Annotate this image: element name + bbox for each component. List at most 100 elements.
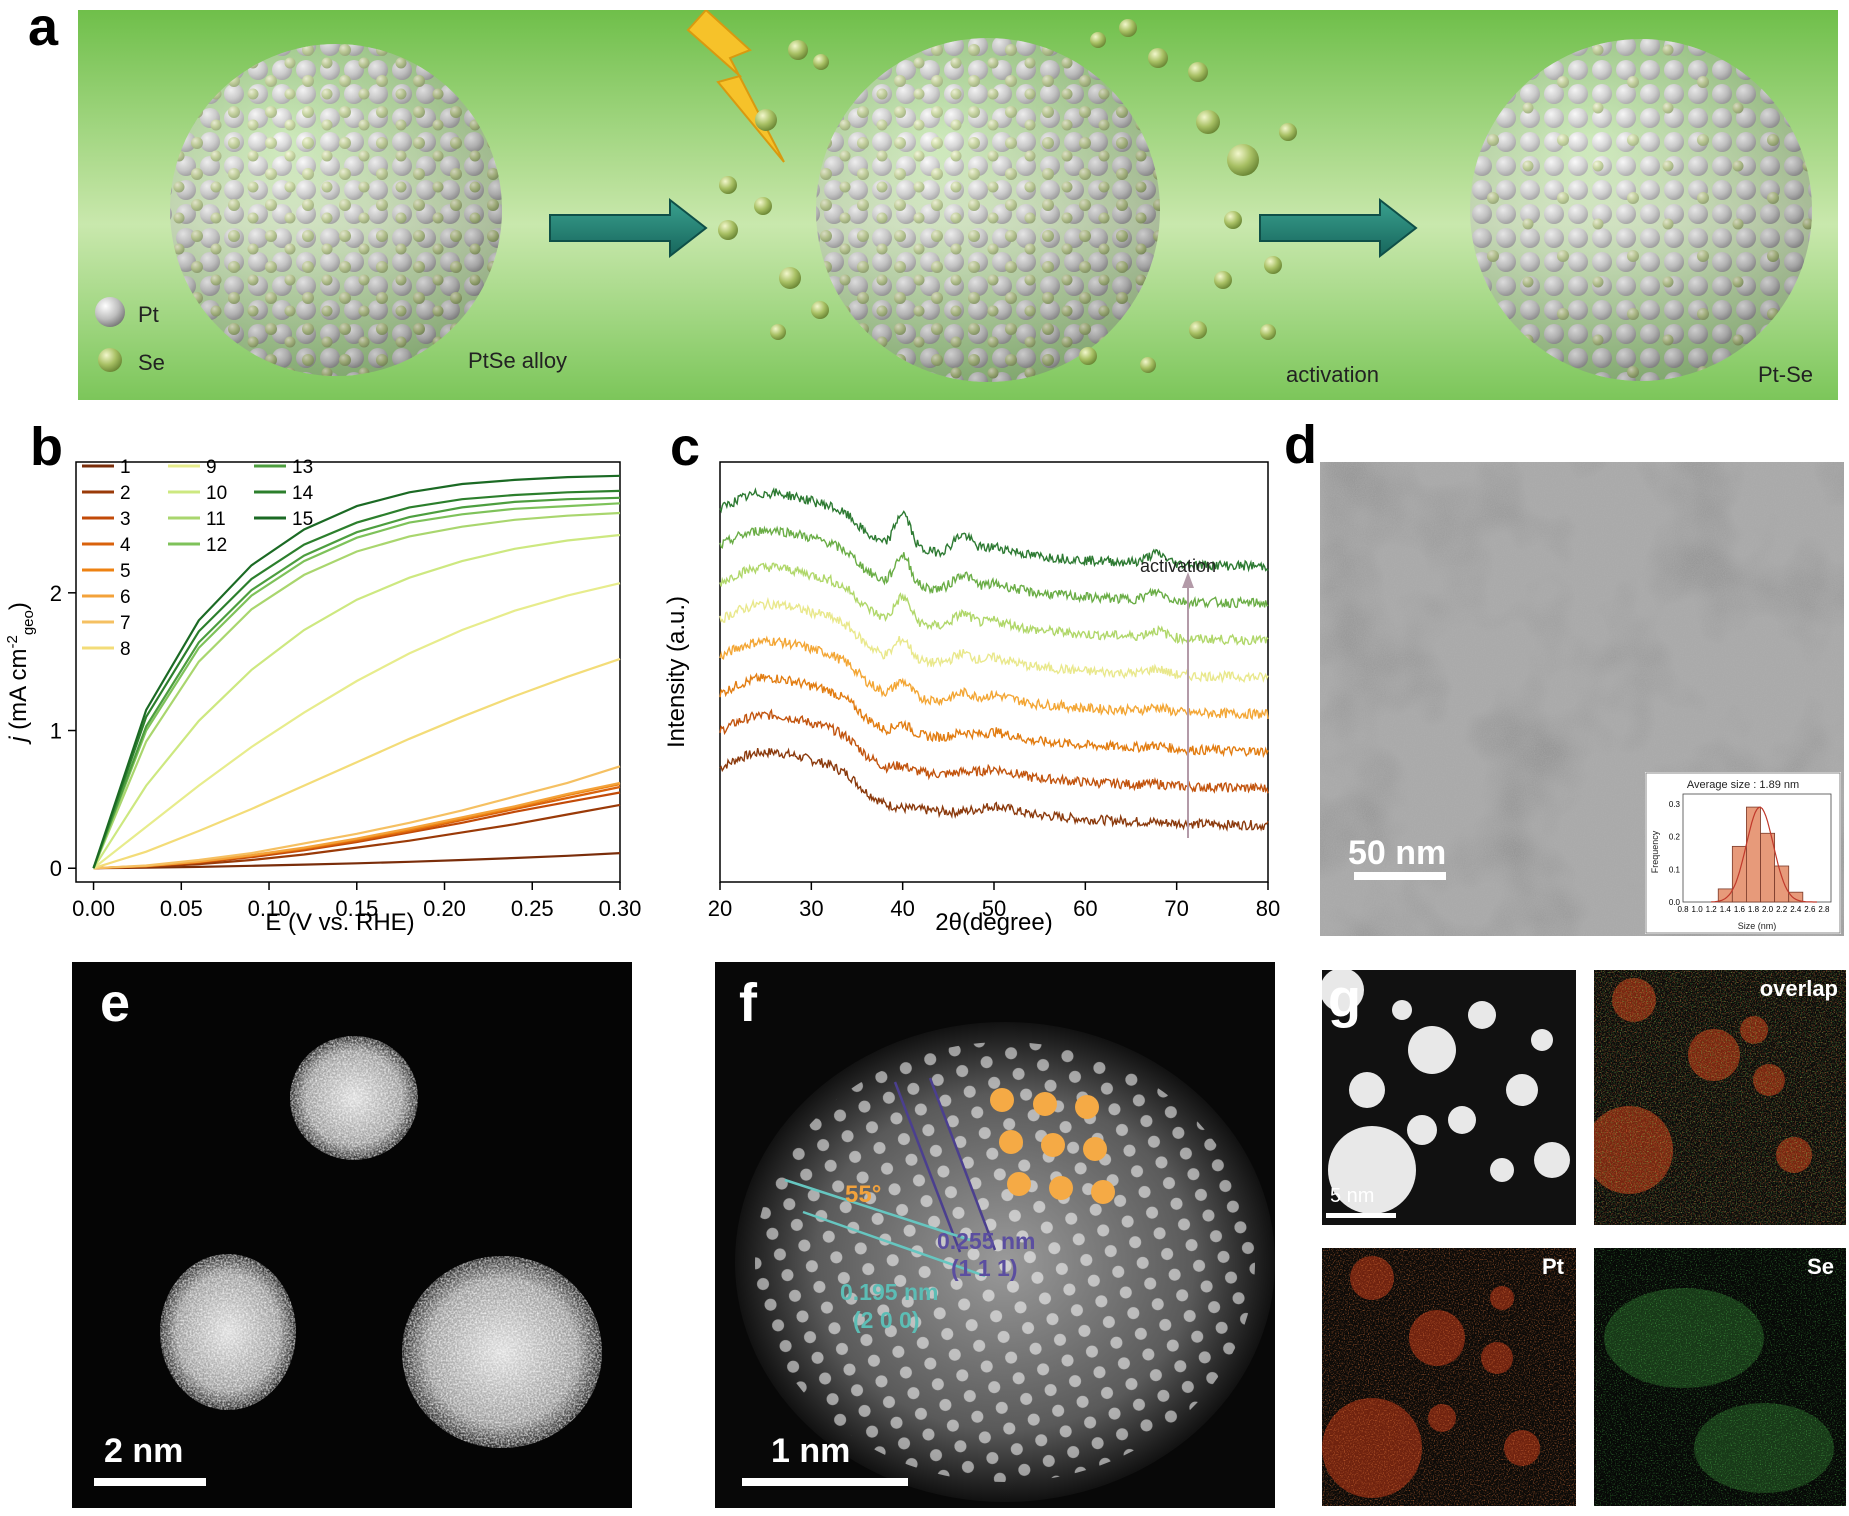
legend-label: 14 (292, 483, 314, 504)
activation-label: activation (1286, 362, 1379, 387)
x-tick-label: 40 (890, 896, 914, 921)
atom-model-dots (990, 1088, 1115, 1204)
xrd-trace-3 (719, 672, 1269, 759)
scalebar-f (742, 1478, 908, 1486)
lattice-line (893, 1081, 962, 1253)
series-line-11 (92, 511, 621, 869)
panel-g-letter: g (1328, 970, 1361, 1029)
scalebar-g-label: 5 nm (1330, 1185, 1375, 1207)
activation-arrow-head (1182, 572, 1194, 588)
series-line-15 (92, 474, 621, 869)
scalebar-g (1326, 1213, 1396, 1218)
series-line-7 (93, 765, 621, 870)
panel-f-letter: f (739, 973, 757, 1033)
series-line-6 (93, 781, 621, 870)
legend-label: 3 (120, 509, 131, 530)
x-axis-label: E (V vs. RHE) (265, 909, 414, 936)
x-tick-label: 2.6 (1804, 905, 1816, 914)
histogram-bar (1717, 888, 1733, 903)
x-tick-label: 1.4 (1720, 905, 1732, 914)
scalebar-d (1354, 872, 1446, 880)
panel-g-pt-map: Pt (1322, 1248, 1576, 1506)
y-tick-label: 0.3 (1669, 800, 1681, 809)
y-axis-label: j (mA cm-2geo) (4, 602, 37, 745)
pt-map-label: Pt (1542, 1254, 1564, 1279)
scalebar-d-label: 50 nm (1348, 834, 1447, 872)
pt-se-sphere (1470, 39, 1812, 381)
histogram-bar (1746, 806, 1761, 903)
x-tick-label: 0.30 (599, 896, 642, 921)
ptse-alloy-sphere (170, 44, 502, 376)
xrd-trace-2 (719, 708, 1269, 794)
panel-f-haadf-image: 55° 0.255 nm (1 1 1) 0.195 nm (2 0 0) f … (715, 962, 1275, 1508)
panel-g-overlap-map: overlap (1594, 970, 1846, 1225)
panel-c-chart: 20 30 40 50 60 70 80 activation 2θ(degree) Int… (663, 461, 1280, 936)
x-tick-label: 60 (1073, 896, 1097, 921)
lattice-line (802, 1210, 986, 1278)
angle-label: 55° (845, 1181, 881, 1208)
arrow-1 (549, 197, 708, 259)
se-legend-atom (98, 348, 122, 372)
x-tick-label: 1.8 (1748, 905, 1760, 914)
panel-d-tem-image: 50 nm Average size : 1.89 nm Frequency S… (1320, 462, 1844, 936)
legend-label: 7 (120, 613, 131, 634)
legend-label: 4 (120, 535, 131, 556)
x-tick-label: 0.05 (160, 896, 203, 921)
xrd-trace-5 (719, 596, 1269, 684)
pt-legend-label: Pt (138, 302, 159, 327)
pt-legend-atom (95, 297, 125, 327)
series-line-14 (92, 489, 621, 869)
series-line-8 (93, 657, 621, 870)
panel-a-schematic: Pt Se PtSe alloy activation Pt-Se (78, 8, 1838, 400)
xrd-trace-7 (719, 525, 1269, 610)
histogram-bar (1774, 865, 1790, 903)
alloy-label: PtSe alloy (468, 348, 567, 373)
scalebar-e-label: 2 nm (104, 1432, 184, 1470)
activation-arrow-label: activation (1140, 556, 1216, 576)
x-tick-label: 0.00 (72, 896, 115, 921)
lattice-line (784, 1178, 971, 1242)
y-tick-label: 0 (50, 856, 62, 881)
activating-sphere (816, 38, 1160, 382)
xrd-trace-8 (719, 487, 1269, 573)
legend-label: 2 (120, 483, 131, 504)
panel-g-se-map: Se (1594, 1248, 1846, 1506)
x-tick-label: 0.15 (335, 896, 378, 921)
panel-a: Pt Se PtSe alloy activation Pt-Se (78, 8, 1838, 400)
x-tick-label: 0.8 (1677, 905, 1689, 914)
x-tick-label: 1.6 (1734, 905, 1746, 914)
x-tick-label: 0.10 (248, 896, 291, 921)
panel-a-letter: a (28, 0, 59, 57)
series-line-5 (93, 783, 621, 870)
legend-label: 1 (120, 457, 131, 478)
histogram-x-label: Size (nm) (1738, 921, 1777, 931)
legend-label: 12 (206, 535, 227, 556)
x-tick-label: 30 (799, 896, 823, 921)
panel-c-letter: c (670, 417, 701, 477)
x-tick-label: 2.8 (1818, 905, 1830, 914)
panel-d-letter: d (1284, 415, 1317, 475)
histogram-y-label: Frequency (1650, 830, 1660, 873)
gaussian-fit (1711, 806, 1817, 903)
x-tick-label: 20 (708, 896, 732, 921)
x-tick-label: 0.20 (423, 896, 466, 921)
xrd-trace-4 (719, 635, 1269, 721)
y-axis-label: Intensity (a.u.) (663, 596, 690, 748)
x-tick-label: 0.25 (511, 896, 554, 921)
legend-label: 9 (206, 457, 217, 478)
scalebar-f-label: 1 nm (771, 1432, 851, 1470)
d200-label: 0.195 nm (840, 1279, 938, 1305)
x-tick-label: 1.0 (1692, 905, 1704, 914)
series-line-9 (92, 582, 621, 870)
legend-label: 10 (206, 483, 227, 504)
series-line-1 (93, 852, 621, 870)
y-tick-label: 2 (50, 581, 62, 606)
legend-label: 5 (120, 561, 131, 582)
hkl111-label: (1 1 1) (951, 1255, 1017, 1281)
x-tick-label: 2.0 (1762, 905, 1774, 914)
panel-g-haadf: g 5 nm (1322, 970, 1576, 1225)
panel-e-haadf-image: e 2 nm (72, 962, 632, 1508)
se-map-label: Se (1807, 1254, 1834, 1279)
plot-frame (75, 461, 621, 883)
